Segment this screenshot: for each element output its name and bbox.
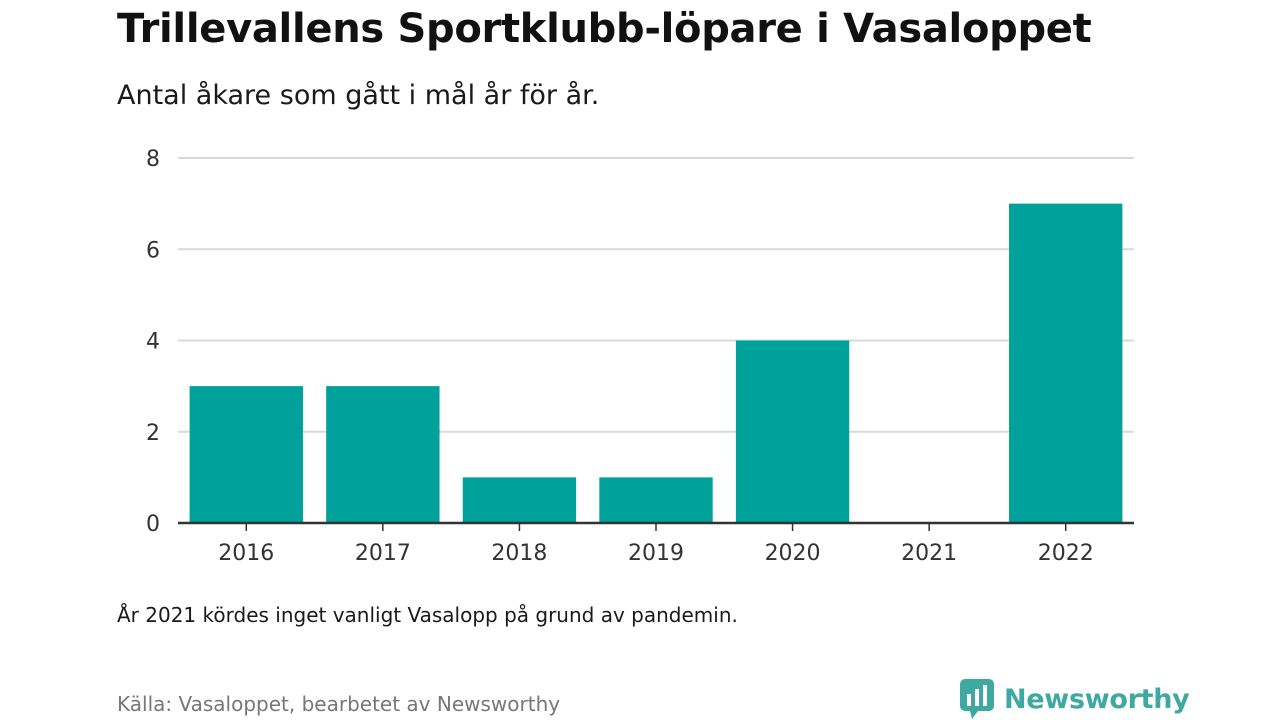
y-tick-label: 0 [146, 512, 160, 537]
bars [189, 203, 1123, 523]
chart-note: År 2021 kördes inget vanligt Vasalopp på… [117, 603, 738, 627]
bar-2018 [462, 477, 577, 523]
x-tick-label: 2018 [491, 541, 547, 566]
logo-text: Newsworthy [1004, 683, 1190, 715]
y-tick-label: 6 [146, 238, 160, 263]
x-tick-label: 2017 [355, 541, 411, 566]
y-tick-label: 4 [146, 330, 160, 355]
axis-labels: 0 2 4 6 8 2016 2017 2018 2019 2020 2021 2022 [146, 147, 1094, 566]
x-tick-label: 2016 [218, 541, 274, 566]
bar-2019 [599, 477, 713, 523]
x-tick-label: 2022 [1038, 541, 1094, 566]
newsworthy-chart-icon [960, 679, 994, 719]
bar-2017 [326, 386, 440, 523]
chart-title: Trillevallens Sportklubb-löpare i Vasalo… [117, 6, 1092, 52]
x-tick-label: 2019 [628, 541, 684, 566]
source-credit: Källa: Vasaloppet, bearbetet av Newswort… [117, 692, 561, 716]
newsworthy-logo: Newsworthy [960, 679, 1190, 719]
y-tick-label: 8 [146, 147, 160, 172]
bar-chart: 0 2 4 6 8 2016 2017 2018 2019 2020 2021 2022 [146, 147, 1134, 566]
bar-2016 [189, 386, 303, 523]
x-tick-label: 2020 [765, 541, 821, 566]
x-tick-label: 2021 [901, 541, 957, 566]
x-axis [178, 521, 1134, 531]
chart-subtitle: Antal åkare som gått i mål år för år. [117, 80, 600, 111]
bar-2020 [735, 340, 850, 523]
gridlines [178, 157, 1134, 433]
bar-2022 [1009, 203, 1123, 523]
y-tick-label: 2 [146, 421, 160, 446]
